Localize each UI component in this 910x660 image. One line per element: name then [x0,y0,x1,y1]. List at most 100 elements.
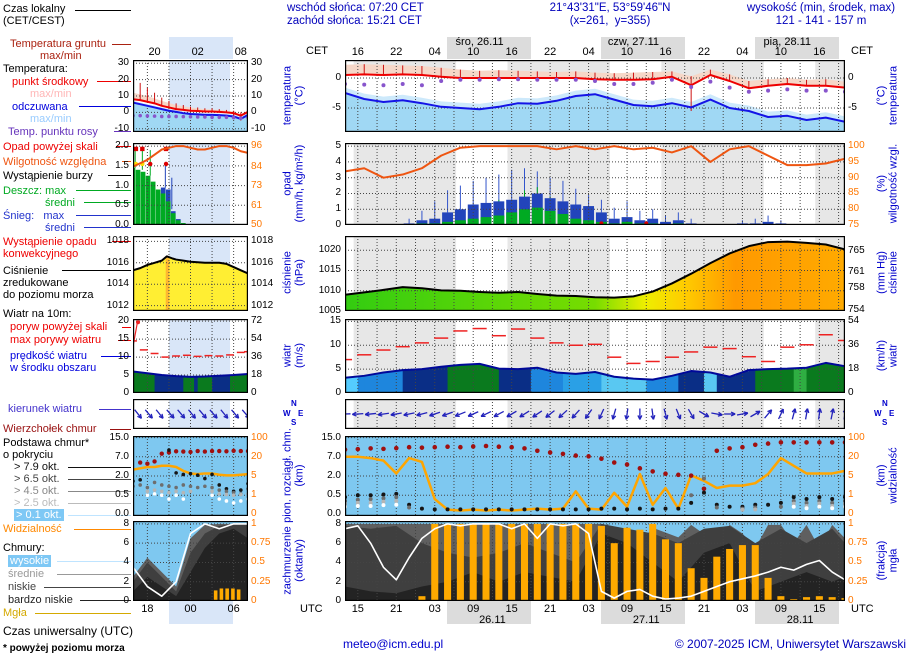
axis-tick-label: 80 [848,203,860,215]
axis-tick-label: 7.0 [327,450,341,462]
wind-panel [345,319,845,393]
sidebar-label: Wilgotność względna [3,156,107,168]
axis-tick-label: 2.0 [327,470,341,481]
time-tick-label: 16 [659,46,672,58]
time-tick-label: 15 [351,603,364,615]
connector-line [80,600,131,601]
axis-tick-label: 0 [251,106,257,118]
time-tick-label: 02 [191,46,204,58]
cloud-layers-panel [345,436,845,516]
axis-tick-label: 61 [251,200,263,212]
axis-tick-label: 1014 [251,278,274,290]
sidebar-label: Temperatura: [3,63,68,75]
axis-tick-label: 8 [335,517,341,529]
sidebar-label: konwekcyjnego [3,248,79,260]
axis-tick-label: -5 [332,102,341,113]
connector-line [114,131,131,132]
axis-tick-label: 75 [848,219,860,230]
time-tick-label: 15 [505,603,518,615]
axis-tick-label: 5 [251,470,257,481]
day-highlight-box [447,601,531,624]
axis-tick-label: 5 [335,363,341,375]
axis-tick-label: 1 [251,517,257,529]
precipitation-panel [345,143,845,225]
axis-tick-label: 7.0 [115,450,129,462]
axis-tick-label: 2.0 [115,470,129,481]
footnote-above-sea-level: * powyżej poziomu morza [3,643,125,654]
sidebar-label: odczuwana [12,101,68,113]
axis-tick-label: 1010 [318,284,341,296]
connector-line [62,270,131,271]
axis-tick-label: 0 [848,508,854,520]
axis-tick-label: -10 [114,122,129,134]
sidebar-label: o pokryciu [3,449,54,461]
sidebar-label: Mgła [3,607,27,619]
connector-line [79,106,131,107]
axis-tick-label: 1016 [251,256,274,268]
axis-tick-label: 100 [848,140,865,152]
date-label: 28.11 [786,614,814,626]
time-tick-label: 09 [620,603,634,615]
sidebar-label: Wiatr na 10m: [3,308,72,320]
sidebar-label: Podstawa chmur* [3,437,90,449]
axis-tick-label: 5 [848,470,854,481]
connector-line [68,479,131,480]
email-link[interactable]: meteo@icm.edu.pl [343,637,444,651]
compass-letter: E [298,409,304,418]
connector-line [74,529,131,530]
axis-tick-label: 54 [848,315,860,327]
sidebar-label: max porywy wiatru [10,334,102,346]
axis-tick-label: 0 [251,508,257,520]
day-highlight-box [447,37,531,59]
time-tick-label: 04 [428,46,441,58]
compass-letter: S [882,418,888,427]
axis-tick-label: -5 [848,102,857,113]
axis-tick-label: 5 [335,140,341,152]
time-tick-label: 16 [351,46,364,58]
connector-line [35,613,131,614]
sidebar-label: Czas lokalny [3,3,66,15]
sidebar-label: Wystąpienie opadu [3,236,97,248]
day-highlight-box [755,601,839,624]
axis-tick-label: 15.0 [321,431,341,443]
time-tick-label: 21 [544,603,557,615]
time-tick-label: 22 [697,46,711,58]
time-tick-label: 03 [582,603,595,615]
axis-tick-label: 18 [251,369,263,381]
time-zone-label: UTC [300,603,323,615]
connector-line [84,202,131,203]
sidebar-label: Chmury: [3,542,45,554]
axis-tick-label: 0 [335,387,341,398]
compass-letter: N [882,399,888,408]
axis-tick-label: 0 [123,106,129,118]
axis-tick-label: 1 [251,489,257,501]
axis-tick-label: 50 [251,219,263,230]
day-highlight-box [169,37,233,59]
axis-tick-label: 0.0 [115,508,129,520]
date-label: pią, 28.11 [763,36,812,48]
mini-pressure-panel [133,236,248,311]
time-tick-label: 04 [582,46,595,58]
time-zone-label: CET [306,45,328,57]
axis-tick-label: 0 [335,595,341,606]
time-tick-label: 04 [736,46,749,58]
axis-tick-label: 0 [123,595,129,606]
time-tick-label: 03 [428,603,441,615]
sidebar-label: Wierzchołek chmur [3,423,97,435]
sidebar-label: średni [45,197,75,209]
connector-line [68,491,131,492]
height-label: wysokość (min, środek, max) [746,2,896,14]
time-tick-label: 16 [813,46,826,58]
time-tick-label: 16 [505,46,518,58]
axis-tick-label: 1016 [106,256,129,268]
axis-tick-label: 5 [123,369,129,381]
axis-tick-label: 758 [848,282,865,294]
axis-tick-label: 0 [335,72,341,83]
axis-tick-label: 4 [335,556,341,568]
time-tick-label: 09 [467,603,480,615]
axis-tick-label: 1.0 [115,179,129,191]
sidebar-label: > 6.5 okt. [14,473,60,485]
connector-line [84,227,131,228]
